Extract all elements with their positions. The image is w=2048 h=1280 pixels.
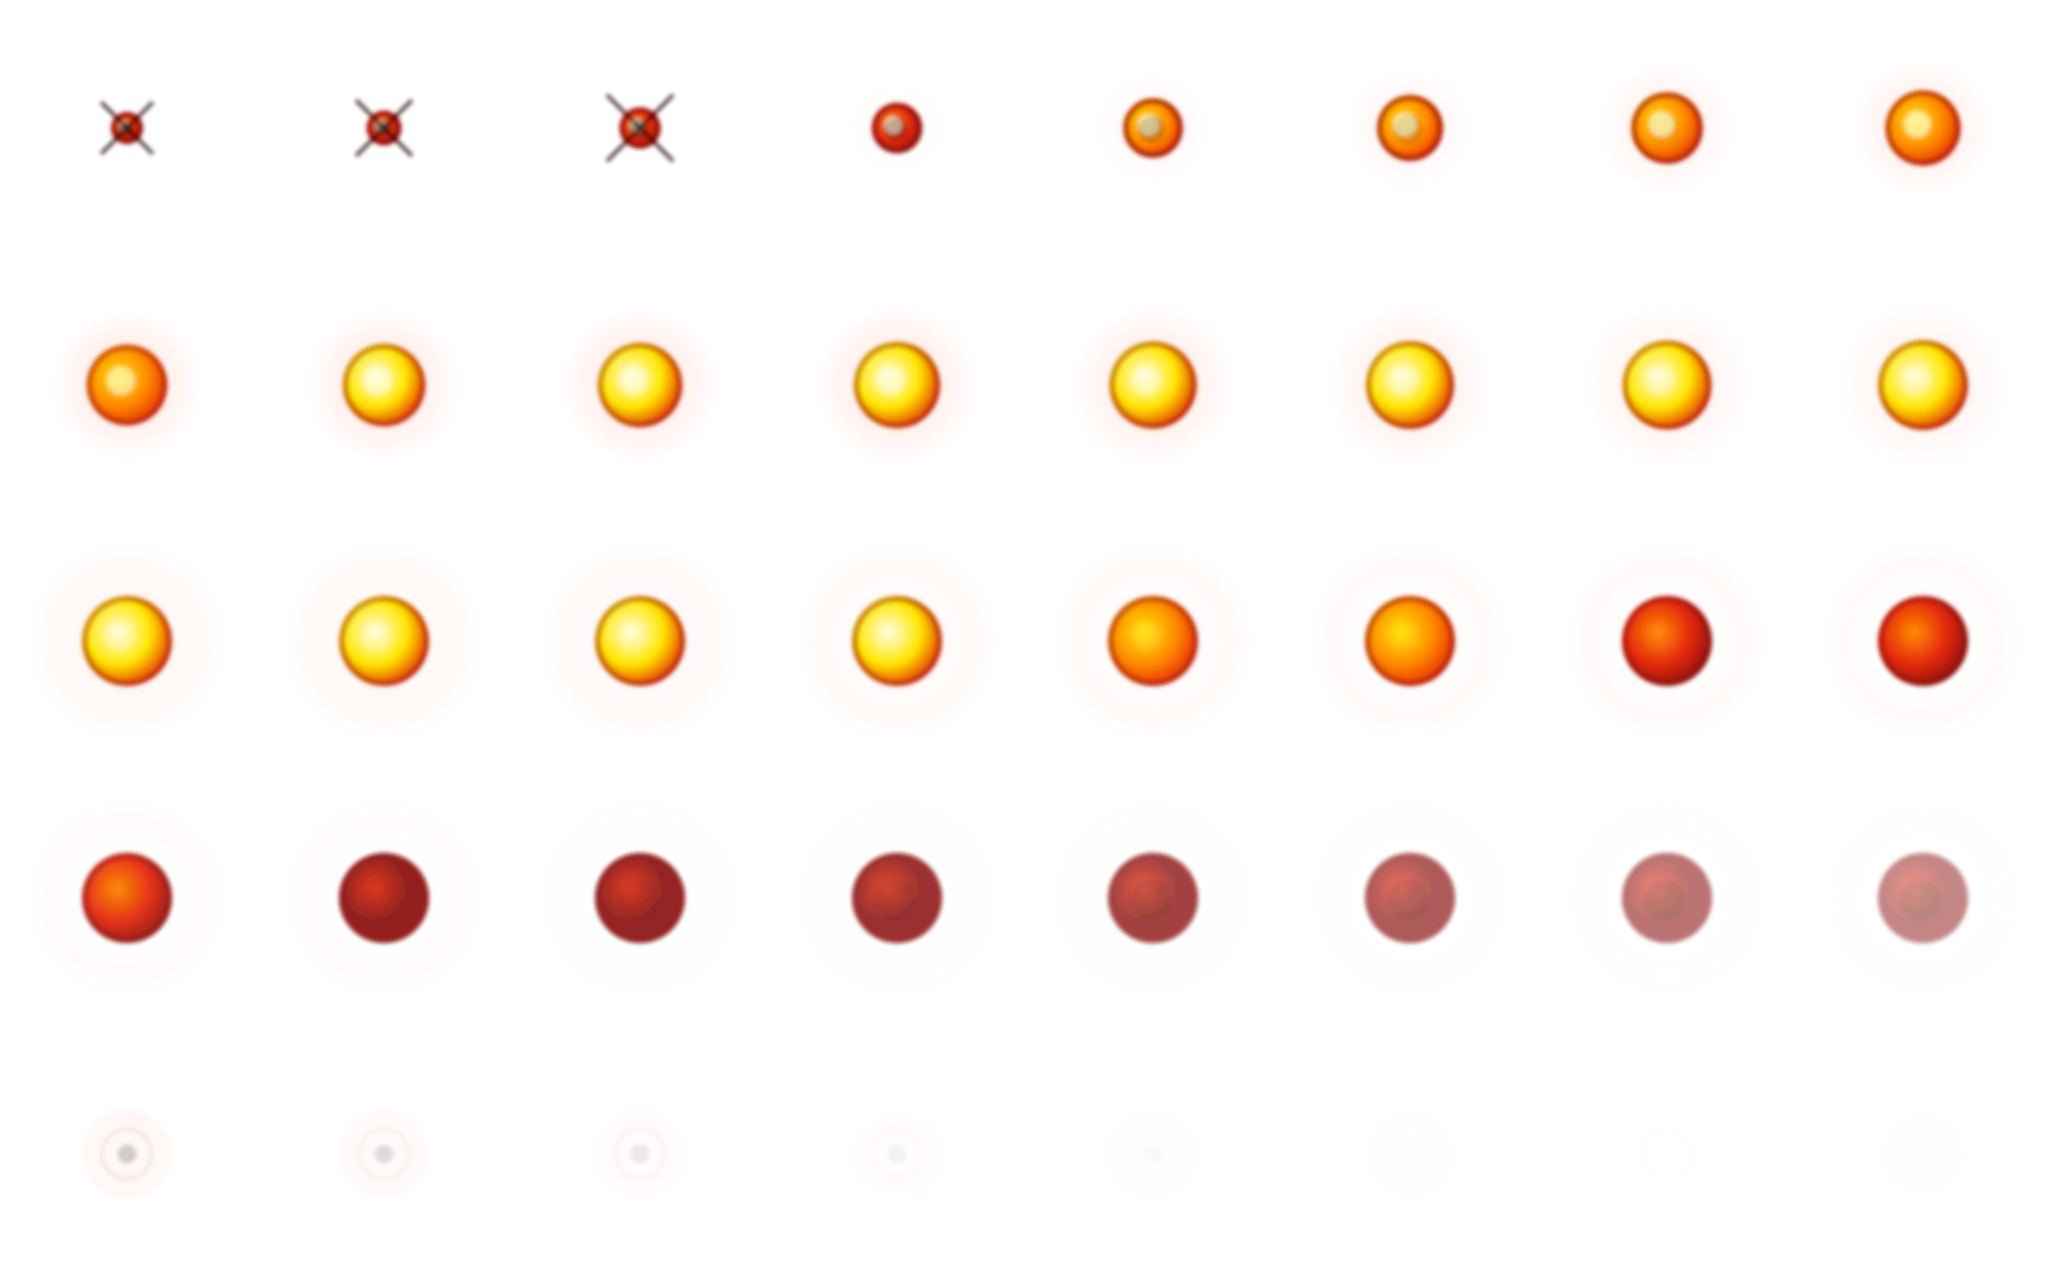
bright-core [361,620,393,653]
outer-ring [812,813,981,982]
frame-r5-c1 [7,1034,247,1274]
outer-ring [556,813,725,982]
frame-r4-c5 [1033,778,1273,1018]
inner-ring [356,1127,411,1181]
frame-r5-c6 [1290,1034,1530,1274]
bright-core [1130,620,1163,653]
frame-r1-c2 [264,8,504,248]
bright-core [1131,364,1163,396]
frame-r3-c5 [1033,521,1273,761]
bright-core [1904,111,1931,138]
frame-r2-c2 [264,265,504,505]
outer-ring [556,557,725,725]
bright-core [875,365,906,396]
bright-core [1387,620,1420,653]
frame-r5-c5 [1033,1034,1273,1274]
spot-body [1365,1109,1455,1199]
frame-r4-c4 [777,778,1017,1018]
outer-ring [43,813,211,982]
inner-ring [613,1127,667,1181]
frame-r3-c6 [1290,521,1530,761]
frame-r3-c7 [1547,521,1787,761]
outer-ring [1069,557,1238,725]
bright-core [617,620,650,653]
outer-ring [1839,557,2008,725]
frame-r2-c5 [1033,265,1273,505]
bright-core [104,620,137,653]
bright-core [1644,621,1676,653]
frame-r3-c3 [520,521,760,761]
outer-ring [1582,557,1751,725]
outer-ring [812,557,981,725]
frame-r2-c6 [1290,265,1530,505]
spot-body [1622,1109,1712,1199]
frame-r5-c8 [1803,1034,2043,1274]
frame-r2-c7 [1547,265,1787,505]
bright-core [1901,621,1933,653]
spot-body [81,852,173,943]
frame-r1-c8 [1803,8,2043,248]
bright-core [619,365,649,396]
frame-r1-c6 [1290,8,1530,248]
frame-r4-c3 [520,778,760,1018]
bright-core [1387,364,1419,396]
inner-ring [100,1127,154,1181]
outer-ring [1326,557,1494,725]
outer-ring [299,557,468,725]
spot-body [1878,1109,1968,1199]
frame-r5-c7 [1547,1034,1787,1274]
frame-r2-c4 [777,265,1017,505]
frame-r5-c4 [777,1034,1017,1274]
outer-ring [1069,813,1238,982]
bright-core [362,365,392,395]
bright-core [1900,364,1933,396]
spot-body [1878,595,1969,687]
bright-core [1644,364,1676,396]
frame-r1-c4 [777,8,1017,248]
outer-ring [1582,813,1751,982]
frame-r1-c5 [1033,8,1273,248]
frame-r4-c2 [264,778,504,1018]
frame-r1-c3 [520,8,760,248]
frame-r3-c8 [1803,521,2043,761]
frame-r5-c2 [264,1034,504,1274]
frame-r2-c1 [7,265,247,505]
outer-ring [1326,813,1494,982]
frame-r4-c7 [1547,778,1787,1018]
frame-r3-c4 [777,521,1017,761]
bright-core [106,366,136,395]
frame-r4-c8 [1803,778,2043,1018]
spot-body [1621,595,1712,687]
frame-r4-c6 [1290,778,1530,1018]
frame-r3-c1 [7,521,247,761]
spot-body [338,852,429,943]
bright-core [874,620,906,653]
frame-r2-c3 [520,265,760,505]
frame-r1-c1 [7,8,247,248]
outer-ring [43,557,211,725]
frame-r3-c2 [264,521,504,761]
frame-r5-c3 [520,1034,760,1274]
frame-r2-c8 [1803,265,2043,505]
outer-ring [299,813,468,982]
frame-r1-c7 [1547,8,1787,248]
frame-r4-c1 [7,778,247,1018]
